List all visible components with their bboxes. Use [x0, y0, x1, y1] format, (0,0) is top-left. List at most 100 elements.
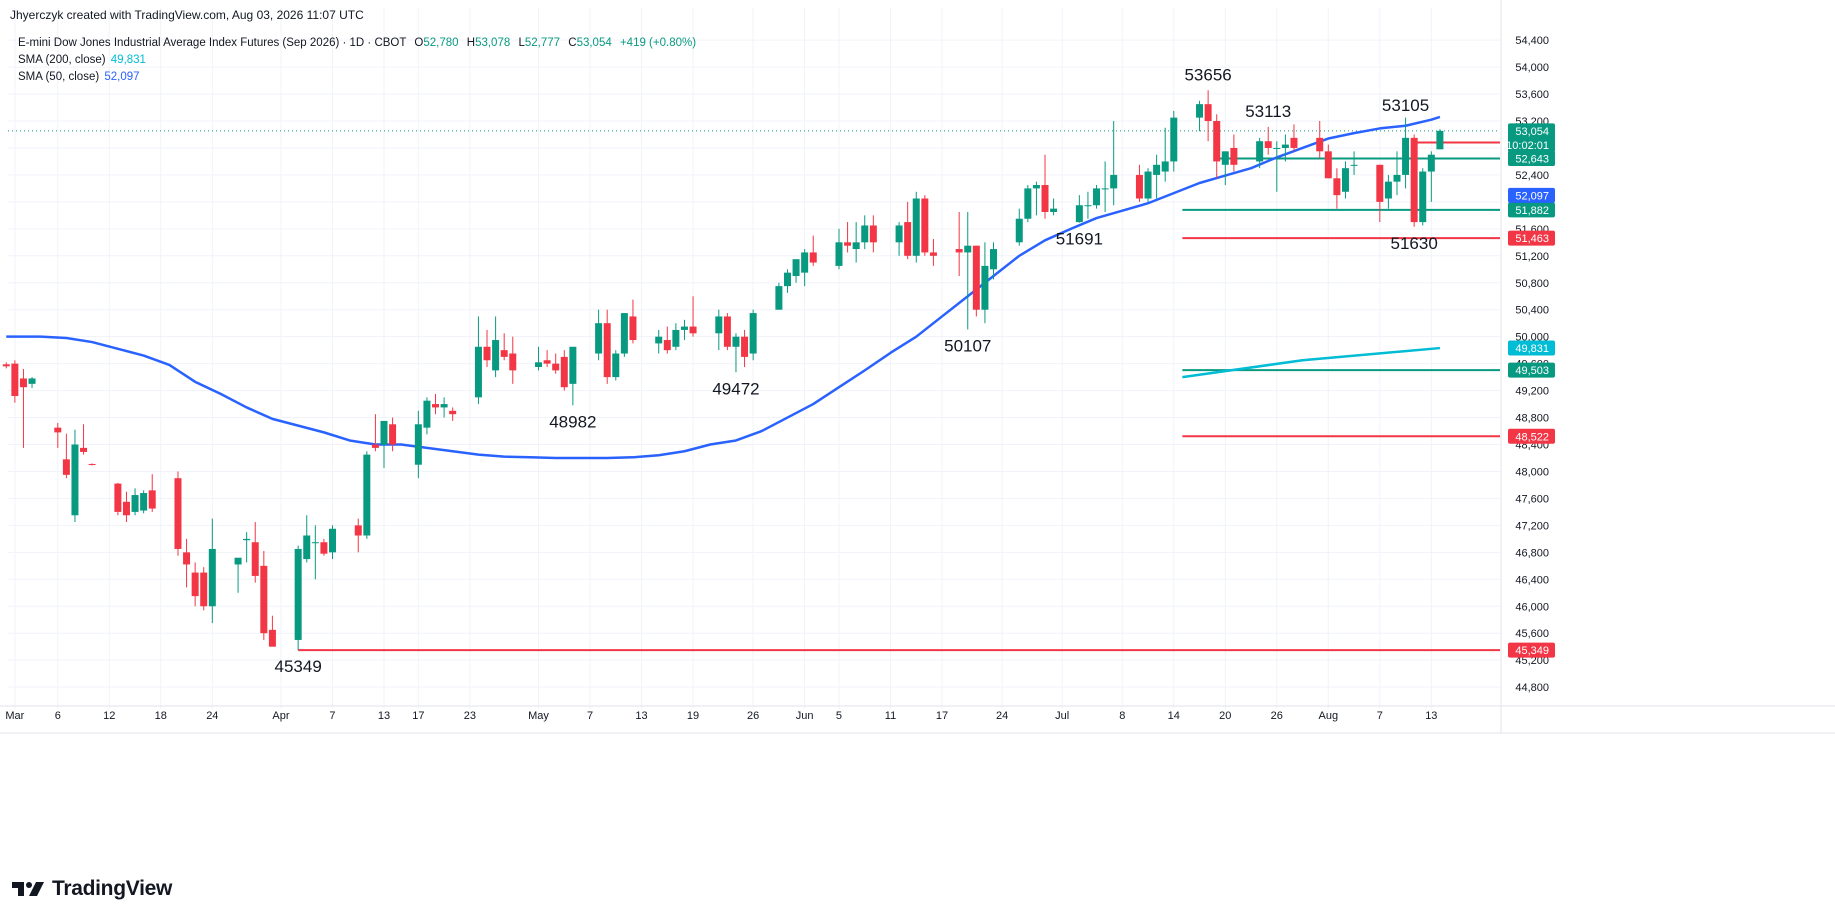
high-label: H: [466, 37, 476, 49]
candle-body: [1110, 174, 1118, 189]
level-tag: [1508, 202, 1555, 218]
candle-body: [208, 548, 216, 607]
x-tick-label: 11: [885, 710, 896, 722]
close-label: C: [568, 37, 577, 49]
y-tick-label: 54,400: [1515, 35, 1549, 47]
candle-body: [723, 316, 731, 347]
candle-body: [509, 353, 517, 371]
x-tick-label: 26: [747, 710, 759, 722]
candle-body: [371, 444, 379, 448]
candle-body: [2, 364, 10, 367]
y-tick-label: 48,000: [1515, 466, 1549, 478]
last-price-tag: [1508, 123, 1555, 153]
candle-body: [1393, 174, 1401, 182]
y-tick-label: 49,200: [1515, 386, 1549, 398]
candle-body: [251, 542, 259, 576]
x-tick-label: 19: [687, 710, 699, 722]
candle-body: [328, 528, 336, 553]
level-label: 52,643: [1515, 154, 1549, 166]
candle-body: [655, 336, 663, 344]
level-tag: [1508, 362, 1555, 378]
tradingview-brand[interactable]: TradingView: [10, 876, 172, 902]
candle-body: [1427, 154, 1435, 172]
candle-body: [1153, 164, 1161, 175]
candle-body: [19, 378, 27, 388]
x-tick-label: 24: [206, 710, 218, 722]
candle-body: [28, 378, 36, 384]
candle-body: [783, 272, 791, 287]
y-tick-label: 50,400: [1515, 305, 1549, 317]
candle-body: [543, 360, 551, 364]
x-tick-label: 14: [1168, 710, 1180, 722]
level-tag: [1508, 642, 1555, 658]
chart-attribution: Jhyerczyk created with TradingView.com, …: [10, 8, 364, 22]
indicator-sma50-row[interactable]: SMA (50, close) 52,097: [18, 69, 696, 86]
indicator-sma200-row[interactable]: SMA (200, close) 49,831: [18, 52, 696, 69]
candle-body: [1101, 188, 1109, 190]
y-tick-label: 45,600: [1515, 628, 1549, 640]
y-tick-label: 52,400: [1515, 170, 1549, 182]
price-annotation: 48982: [549, 412, 596, 431]
candle-body: [1161, 161, 1169, 172]
candle-body: [260, 565, 268, 634]
candle-body: [861, 225, 869, 243]
y-tick-label: 47,600: [1515, 493, 1549, 505]
level-tag: [1508, 230, 1555, 246]
candle-body: [320, 542, 328, 554]
candle-body: [1015, 218, 1023, 243]
candle-body: [964, 245, 972, 253]
candle-body: [835, 242, 843, 266]
candle-body: [414, 424, 422, 465]
x-tick-label: 13: [635, 710, 647, 722]
candle-body: [1032, 185, 1040, 189]
candle-body: [929, 252, 937, 256]
indicator-sma200-value: 49,831: [110, 54, 146, 66]
candle-body: [440, 404, 448, 408]
candle-body: [612, 353, 620, 378]
x-tick-label: 18: [155, 710, 167, 722]
y-tick-label: 50,800: [1515, 278, 1549, 290]
candle-body: [191, 572, 199, 597]
candle-body: [1402, 137, 1410, 175]
candle-body: [1436, 130, 1444, 150]
candle-body: [1256, 141, 1264, 162]
x-tick-label: 7: [1377, 710, 1383, 722]
candle-body: [1093, 188, 1101, 206]
y-tick-label: 45,200: [1515, 655, 1549, 667]
candle-body: [809, 252, 817, 263]
candle-body: [1213, 121, 1221, 162]
x-tick-label: 12: [103, 710, 115, 722]
candle-body: [844, 242, 852, 246]
y-tick-label: 47,200: [1515, 520, 1549, 532]
low-value: 52,777: [524, 37, 561, 49]
candle-body: [629, 316, 637, 341]
x-tick-label: Apr: [272, 710, 289, 722]
candle-body: [895, 225, 903, 243]
x-tick-label: 7: [329, 710, 335, 722]
candle-body: [148, 490, 156, 509]
candle-body: [1024, 188, 1032, 219]
candle-body: [1041, 185, 1049, 212]
candle-body: [1221, 151, 1229, 165]
candle-body: [183, 552, 191, 565]
candle-body: [423, 400, 431, 428]
candle-body: [1350, 164, 1358, 166]
x-tick-label: 17: [412, 710, 424, 722]
candle-body: [1333, 178, 1341, 196]
symbol-row[interactable]: E-mini Dow Jones Industrial Average Inde…: [18, 35, 696, 52]
low-label: L: [518, 37, 525, 49]
y-tick-label: 46,800: [1515, 547, 1549, 559]
candle-body: [234, 557, 242, 565]
x-tick-label: 8: [1119, 710, 1125, 722]
open-label: O: [414, 37, 424, 49]
candle-body: [1281, 144, 1289, 148]
candle-body: [1075, 205, 1083, 223]
x-tick-label: 13: [378, 710, 390, 722]
candle-body: [715, 316, 723, 334]
x-tick-label: 6: [55, 710, 61, 722]
candle-body: [552, 363, 560, 371]
candle-body: [904, 222, 912, 256]
candle-body: [981, 265, 989, 310]
candle-body: [1135, 174, 1143, 199]
